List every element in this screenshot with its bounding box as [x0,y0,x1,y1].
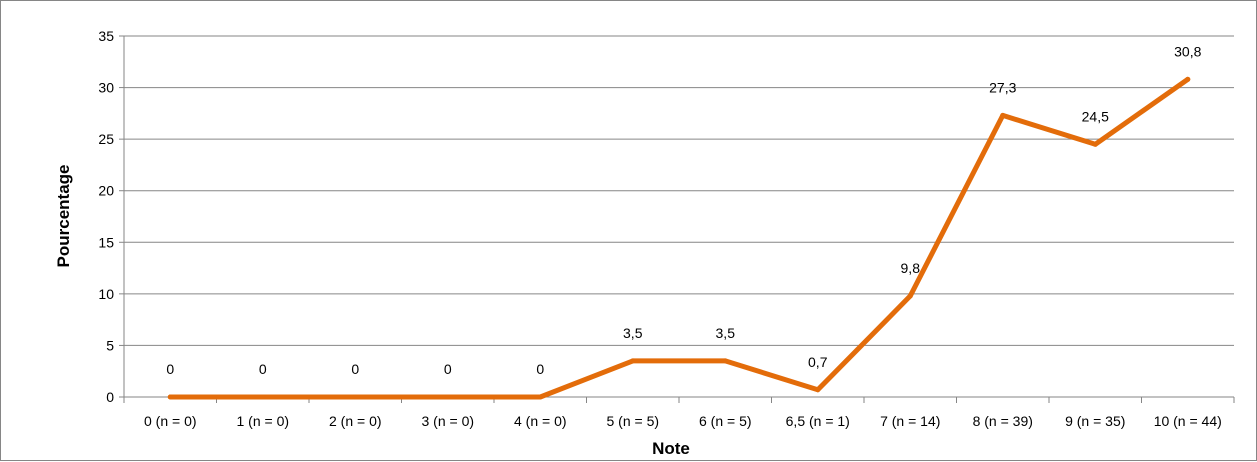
data-label: 3,5 [716,325,736,341]
x-tick-label: 0 (n = 0) [144,413,197,429]
data-label: 0 [536,361,544,377]
y-tick-label: 20 [98,183,114,199]
data-point [445,395,450,400]
data-label: 0 [259,361,267,377]
x-tick-label: 6,5 (n = 1) [786,413,850,429]
data-label: 0 [351,361,359,377]
data-label: 0 [444,361,452,377]
x-tick-labels: 0 (n = 0) 1 (n = 0) 2 (n = 0) 3 (n = 0) 4 (n… [144,413,1222,429]
x-axis-title: Note [652,439,690,458]
x-tick-label: 3 (n = 0) [421,413,474,429]
y-tick-label: 0 [106,389,114,405]
x-tick-label: 7 (n = 14) [880,413,940,429]
series-line [170,79,1188,397]
data-point [1093,142,1098,147]
data-point [908,293,913,298]
data-label: 9,8 [901,260,921,276]
data-point [353,395,358,400]
data-point [723,358,728,363]
data-point [1185,77,1190,82]
axes [119,36,1234,403]
y-tick-label: 30 [98,80,114,96]
data-point [168,395,173,400]
y-tick-label: 35 [98,28,114,44]
x-tick-label: 5 (n = 5) [606,413,659,429]
x-tick-label: 1 (n = 0) [236,413,289,429]
y-tick-label: 15 [98,234,114,250]
x-tick-label: 4 (n = 0) [514,413,567,429]
data-point [1000,113,1005,118]
data-point [815,387,820,392]
data-label: 3,5 [623,325,643,341]
x-tick-label: 10 (n = 44) [1154,413,1222,429]
data-labels: 0 0 0 0 0 3,5 3,5 0,7 9,8 27,3 24,5 30,8 [166,43,1201,377]
x-tick-label: 9 (n = 35) [1065,413,1125,429]
data-label: 0 [166,361,174,377]
y-tick-labels: 0 5 10 15 20 25 30 35 [98,28,114,405]
y-tick-label: 5 [106,337,114,353]
data-point [260,395,265,400]
y-tick-label: 25 [98,131,114,147]
x-tick-label: 6 (n = 5) [699,413,752,429]
y-tick-label: 10 [98,286,114,302]
data-point [538,395,543,400]
data-label: 30,8 [1174,43,1201,59]
data-label: 24,5 [1082,108,1109,124]
x-tick-label: 8 (n = 39) [973,413,1033,429]
x-tick-label: 2 (n = 0) [329,413,382,429]
series-line-group [168,77,1191,400]
data-point [630,358,635,363]
data-label: 0,7 [808,354,828,370]
y-axis-title: Pourcentage [54,165,73,268]
gridlines [124,36,1234,345]
data-label: 27,3 [989,79,1016,95]
